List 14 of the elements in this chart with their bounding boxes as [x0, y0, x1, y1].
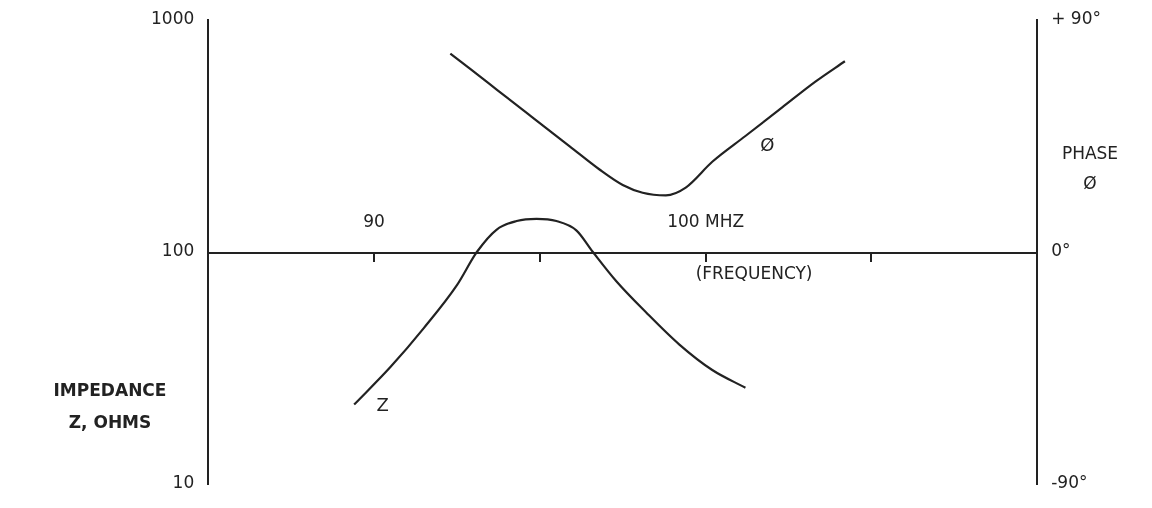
y-tick-label: 10 [172, 472, 195, 493]
y-tick-label: 1000 [151, 8, 195, 29]
y-tick-label: 100 [161, 240, 195, 261]
line-series [449, 52, 846, 197]
y2-tick-label: 0° [1051, 240, 1071, 261]
series-label: Ø [760, 133, 775, 155]
y2-tick-label: -90° [1051, 472, 1088, 493]
y2-axis-title: PHASE Ø [1061, 143, 1119, 194]
x-tick-label: 90 [363, 210, 385, 231]
x-tick-label: 100 MHZ [667, 210, 745, 231]
y2-tick-label: + 90° [1051, 8, 1101, 29]
x-axis-title: (FREQUENCY) [695, 262, 813, 283]
series-label: Z [376, 394, 389, 416]
y-axis-title: IMPEDANCE Z, OHMS [53, 380, 167, 433]
